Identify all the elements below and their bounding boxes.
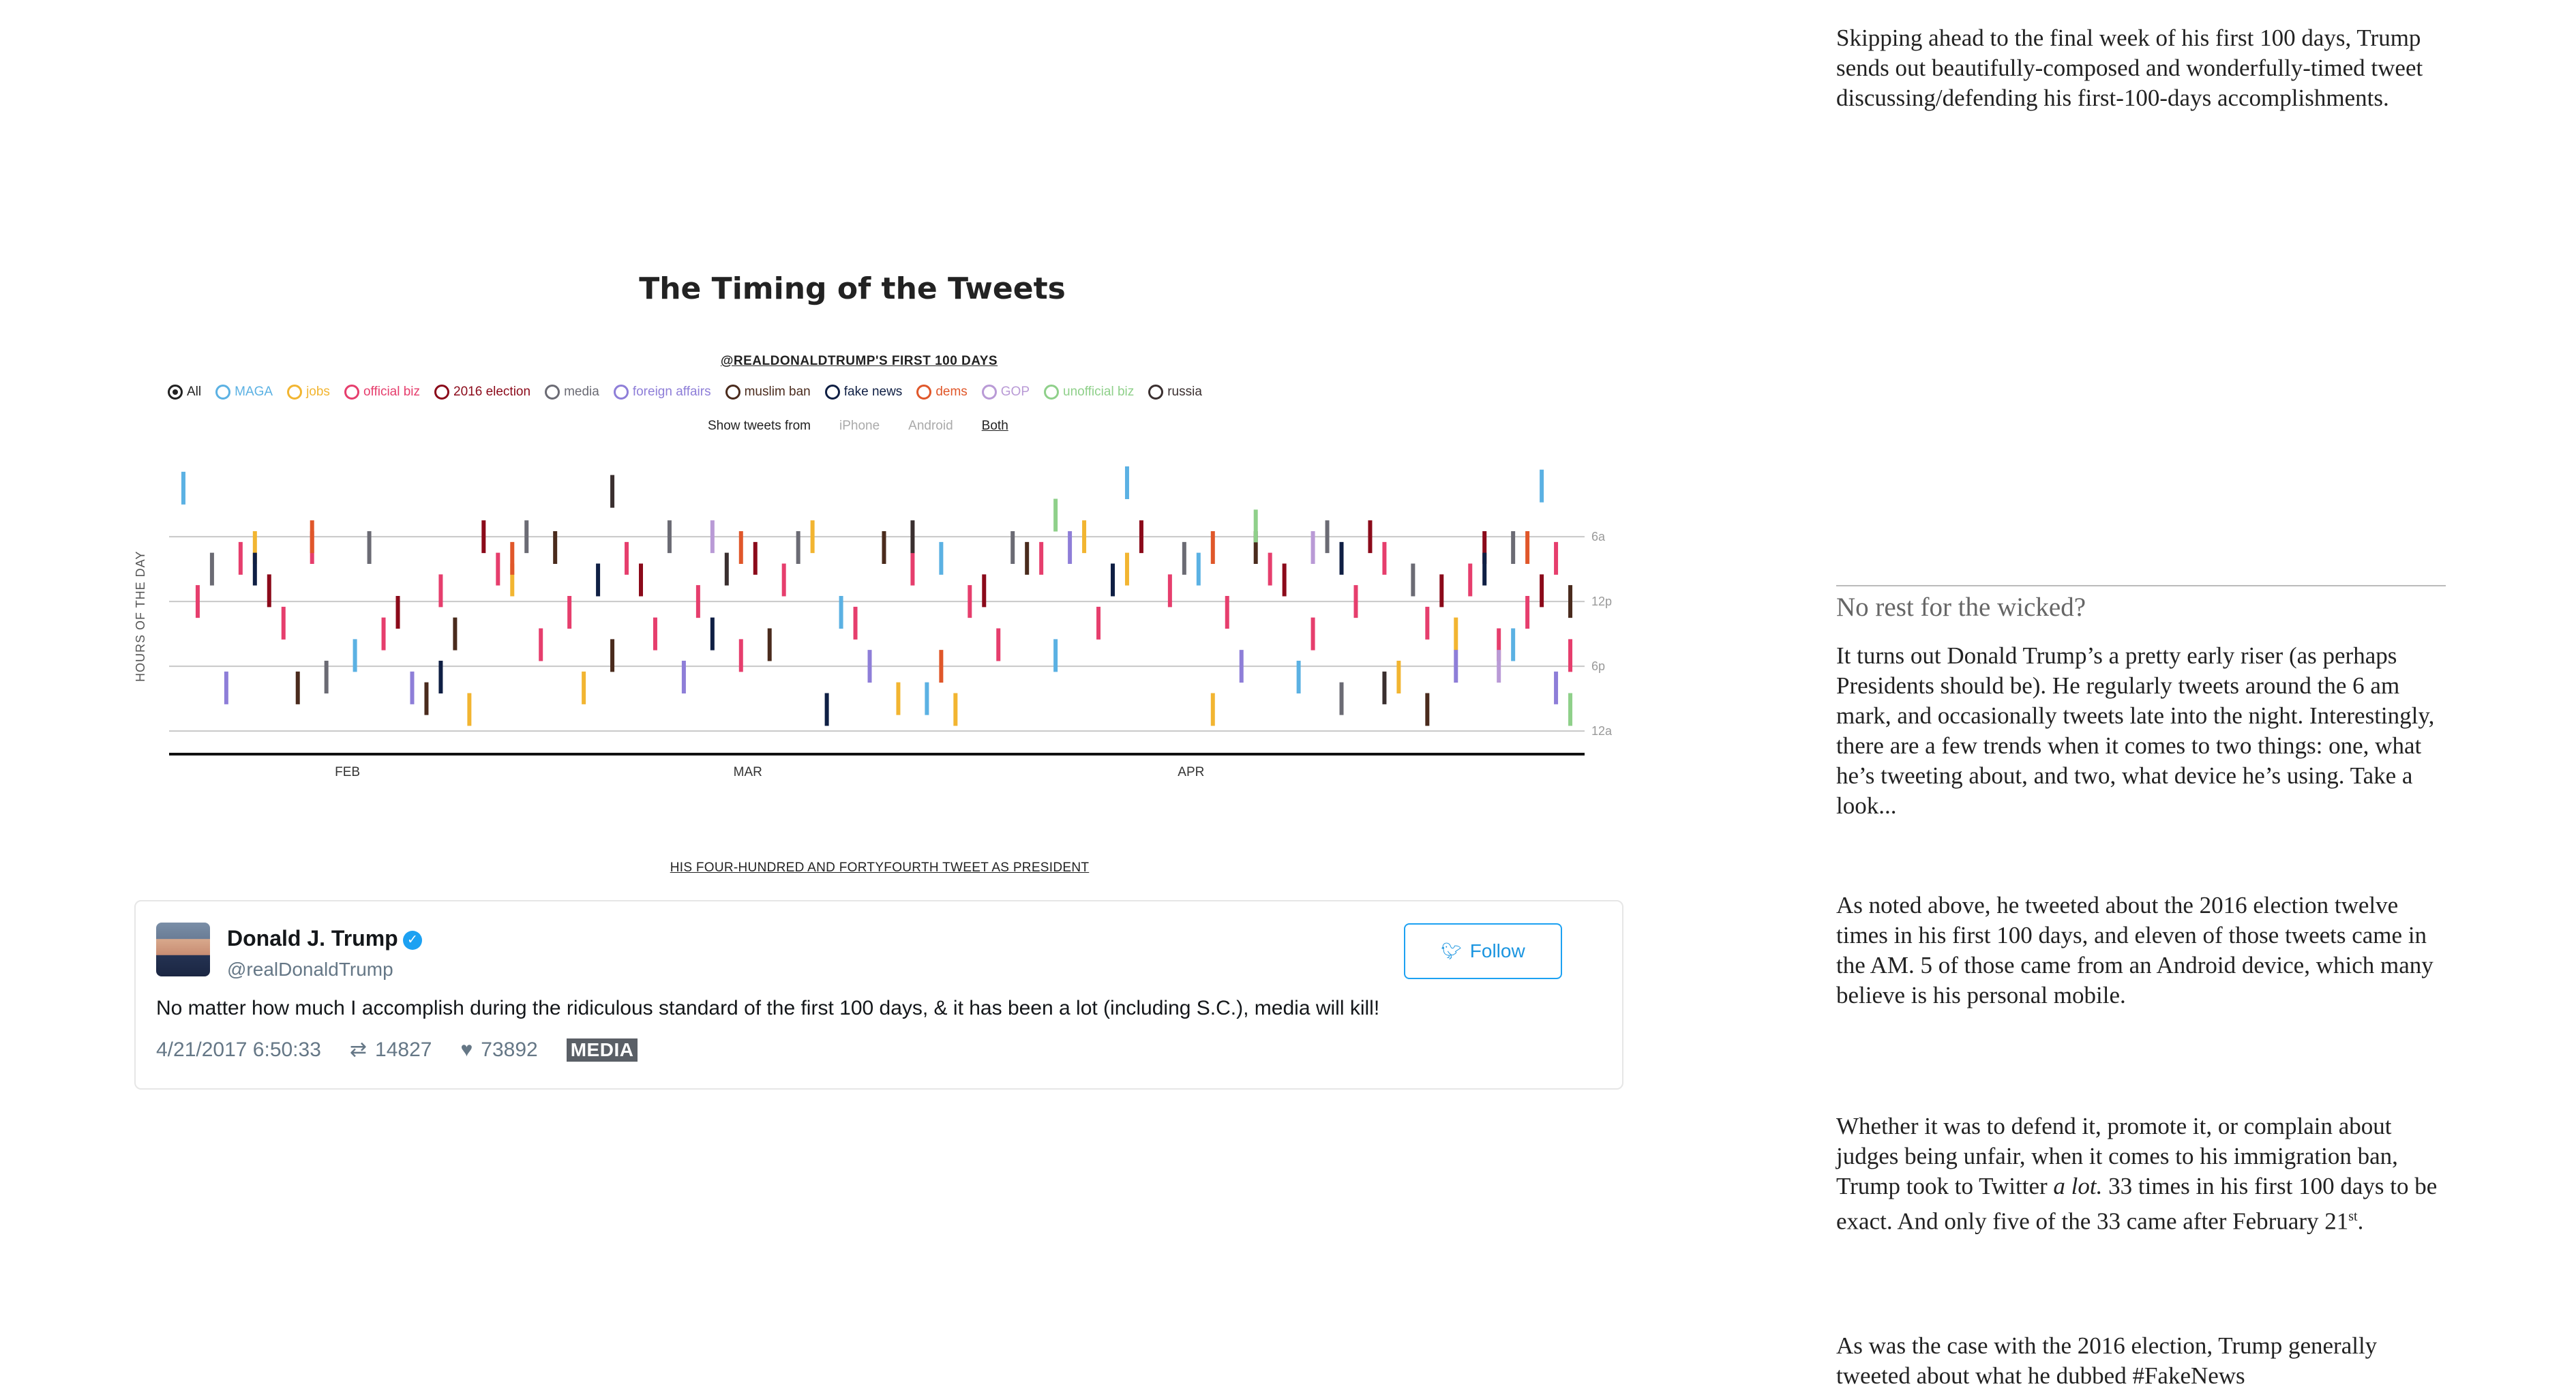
filter-dems[interactable]: dems	[916, 385, 968, 400]
device-both[interactable]: Both	[981, 419, 1008, 433]
filter-label: foreign affairs	[632, 385, 711, 399]
topic-filter-bar: All MAGA jobs official biz 2016 election medi…	[168, 385, 1216, 400]
radio-icon	[613, 385, 629, 400]
filter-all[interactable]: All	[168, 385, 201, 400]
filter-fake-news[interactable]: fake news	[824, 385, 903, 400]
embedded-tweet[interactable]: Donald J. Trump ✓ @realDonaldTrump 🐦︎ Fo…	[134, 900, 1623, 1090]
tweet-meta: 4/21/2017 6:50:33 ⇄ 14827 ♥ 73892 MEDIA	[156, 1038, 638, 1062]
divider	[1836, 585, 2446, 586]
filter-russia[interactable]: russia	[1148, 385, 1202, 400]
filter-media[interactable]: media	[545, 385, 599, 400]
radio-icon	[434, 385, 450, 400]
filter-label: muslim ban	[744, 385, 811, 399]
y-tick-label: 6a	[1591, 530, 1606, 543]
radio-icon	[725, 385, 740, 400]
radio-icon	[824, 385, 840, 400]
y-tick-label: 6p	[1591, 659, 1605, 673]
like-count: 73892	[481, 1038, 538, 1061]
filter-label: media	[564, 385, 599, 399]
filter-label: 2016 election	[453, 385, 531, 399]
sidebar-paragraph-4: Whether it was to defend it, promote it,…	[1836, 1113, 2438, 1235]
filter-label: All	[187, 385, 202, 399]
bird-icon: 🐦︎	[1441, 942, 1462, 961]
radio-icon	[344, 385, 359, 400]
chart-subtitle[interactable]: @REALDONALDTRUMP'S FIRST 100 DAYS	[720, 354, 998, 368]
x-tick-label: FEB	[335, 765, 360, 779]
y-tick-label: 12a	[1591, 724, 1613, 738]
follow-label: Follow	[1469, 940, 1525, 961]
y-tick-label: 12p	[1591, 595, 1612, 608]
filter-label: GOP	[1000, 385, 1030, 399]
device-android[interactable]: Android	[908, 419, 953, 433]
tweet-caption[interactable]: HIS FOUR-HUNDRED AND FORTYFOURTH TWEET A…	[670, 861, 1090, 875]
filter-label: russia	[1167, 385, 1202, 399]
sidebar-paragraph-5: As was the case with the 2016 election, …	[1836, 1332, 2378, 1389]
filter-muslim-ban[interactable]: muslim ban	[725, 385, 811, 400]
media-badge: MEDIA	[566, 1038, 638, 1062]
x-tick-label: APR	[1178, 765, 1204, 779]
filter-label: unofficial biz	[1063, 385, 1135, 399]
filter-jobs[interactable]: jobs	[287, 385, 330, 400]
radio-icon	[981, 385, 997, 400]
filter-gop[interactable]: GOP	[981, 385, 1030, 400]
radio-icon	[215, 385, 231, 400]
tweet-text: No matter how much I accomplish during t…	[156, 997, 1380, 1019]
sidebar-paragraph-2: It turns out Donald Trump’s a pretty ear…	[1836, 642, 2435, 819]
sidebar-paragraph-1: Skipping ahead to the final week of his …	[1836, 25, 2423, 111]
tweet-timestamp[interactable]: 4/21/2017 6:50:33	[156, 1038, 321, 1061]
filter-label: MAGA	[235, 385, 273, 399]
avatar[interactable]	[156, 923, 210, 976]
follow-button[interactable]: 🐦︎ Follow	[1404, 923, 1562, 979]
chart-title: The Timing of the Tweets	[639, 271, 1066, 306]
retweet-icon[interactable]: ⇄	[349, 1038, 368, 1061]
radio-icon	[287, 385, 303, 400]
radio-icon	[545, 385, 560, 400]
chart-panel: The Timing of the Tweets @REALDONALDTRUM…	[134, 271, 1623, 1090]
filter-foreign-affairs[interactable]: foreign affairs	[613, 385, 711, 400]
sidebar-paragraph-3: As noted above, he tweeted about the 201…	[1836, 892, 2433, 1008]
radio-icon	[1148, 385, 1164, 400]
radio-icon	[916, 385, 932, 400]
section-heading: No rest for the wicked?	[1836, 593, 2086, 622]
x-tick-label: MAR	[734, 765, 762, 779]
tweet-timing-chart: 6a 12p 6p 12a FEB MAR APR	[169, 466, 1613, 779]
filter-unofficial-biz[interactable]: unofficial biz	[1044, 385, 1134, 400]
filter-maga[interactable]: MAGA	[215, 385, 273, 400]
tweet-author-name[interactable]: Donald J. Trump	[227, 926, 398, 951]
filter-official-biz[interactable]: official biz	[344, 385, 420, 400]
filter-label: dems	[935, 385, 968, 399]
filter-2016-election[interactable]: 2016 election	[434, 385, 530, 400]
device-iphone[interactable]: iPhone	[839, 419, 880, 433]
radio-icon	[1044, 385, 1060, 400]
device-selector: Show tweets from iPhone Android Both	[708, 419, 1008, 434]
verified-icon: ✓	[403, 931, 422, 950]
device-label: Show tweets from	[708, 419, 811, 433]
tweet-author-handle[interactable]: @realDonaldTrump	[227, 959, 393, 980]
filter-label: official biz	[363, 385, 421, 399]
filter-label: jobs	[306, 385, 330, 399]
filter-label: fake news	[843, 385, 903, 399]
heart-icon[interactable]: ♥	[460, 1038, 473, 1061]
radio-icon	[168, 385, 183, 400]
retweet-count: 14827	[375, 1038, 432, 1061]
